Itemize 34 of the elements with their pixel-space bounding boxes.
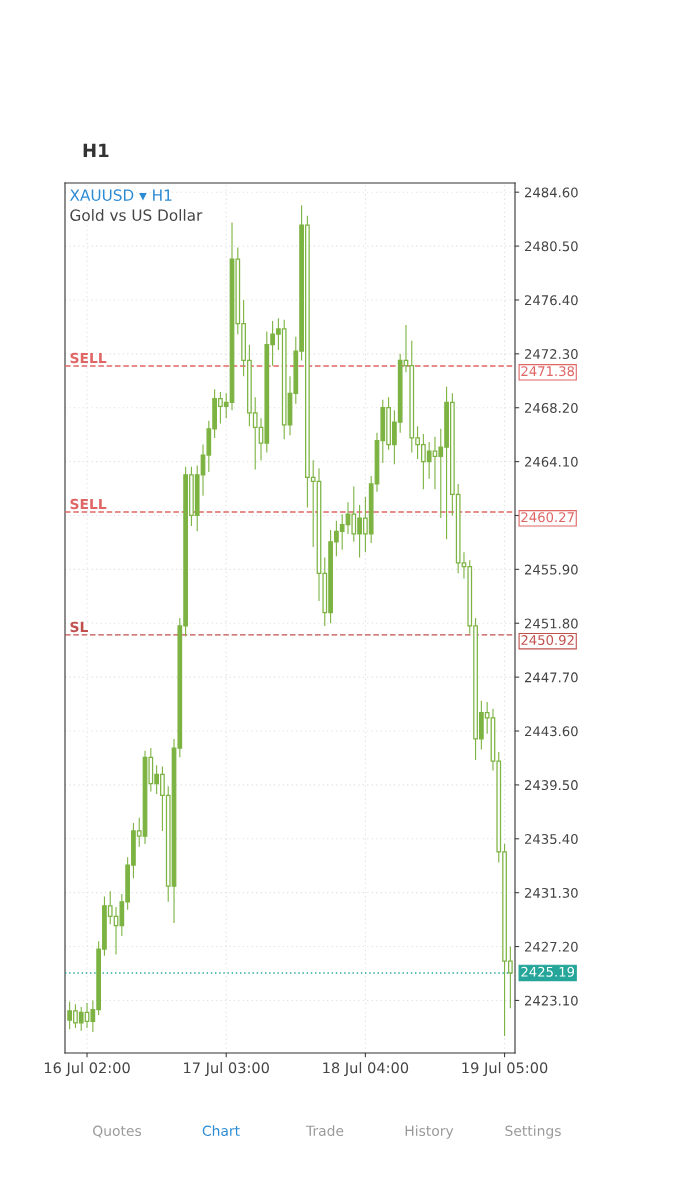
y-tick-label: 2443.60 (524, 726, 578, 737)
y-tick-label: 2468.20 (524, 402, 578, 413)
text: 2450.92 (521, 635, 574, 646)
y-tick-label: 2472.30 (524, 349, 578, 360)
y-tick-label: 2464.10 (524, 456, 578, 467)
text: Chart (202, 1125, 240, 1137)
x-tick-label: 17 Jul 03:00 (184, 1062, 269, 1077)
text: 2425.19 (521, 966, 575, 977)
text: History (405, 1125, 454, 1139)
text: Trade (305, 1125, 344, 1137)
text: H1 (83, 143, 109, 157)
ref-line-label: SL (70, 621, 88, 633)
y-tick-label: 2423.10 (524, 995, 578, 1006)
chart-title: XAUUSD ▾ H1 (69, 189, 172, 201)
text: 2460.27 (521, 512, 574, 523)
y-tick-label: 2451.80 (524, 618, 578, 629)
y-tick-label: 2480.50 (524, 241, 578, 252)
y-tick-label: 2427.20 (524, 941, 578, 952)
text: Settings (505, 1125, 561, 1139)
x-tick-label: 18 Jul 04:00 (323, 1062, 409, 1077)
text: Quotes (93, 1125, 142, 1138)
y-tick-label: 2431.30 (524, 887, 578, 898)
text: Gold vs US Dollar (70, 209, 203, 221)
y-tick-label: 2476.40 (524, 295, 578, 306)
y-tick-label: 2455.90 (524, 564, 578, 575)
x-tick-label: 19 Jul 05:00 (462, 1062, 548, 1077)
y-tick-label: 2484.60 (524, 187, 578, 198)
y-tick-label: 2447.70 (524, 672, 578, 683)
ref-line-label: SELL (70, 498, 107, 510)
y-tick-label: 2435.40 (524, 834, 578, 844)
text: 2471.38 (521, 366, 575, 377)
x-tick-label: 16 Jul 02:00 (44, 1062, 130, 1077)
ref-line-label: SELL (70, 352, 107, 364)
y-tick-label: 2439.50 (524, 780, 578, 791)
